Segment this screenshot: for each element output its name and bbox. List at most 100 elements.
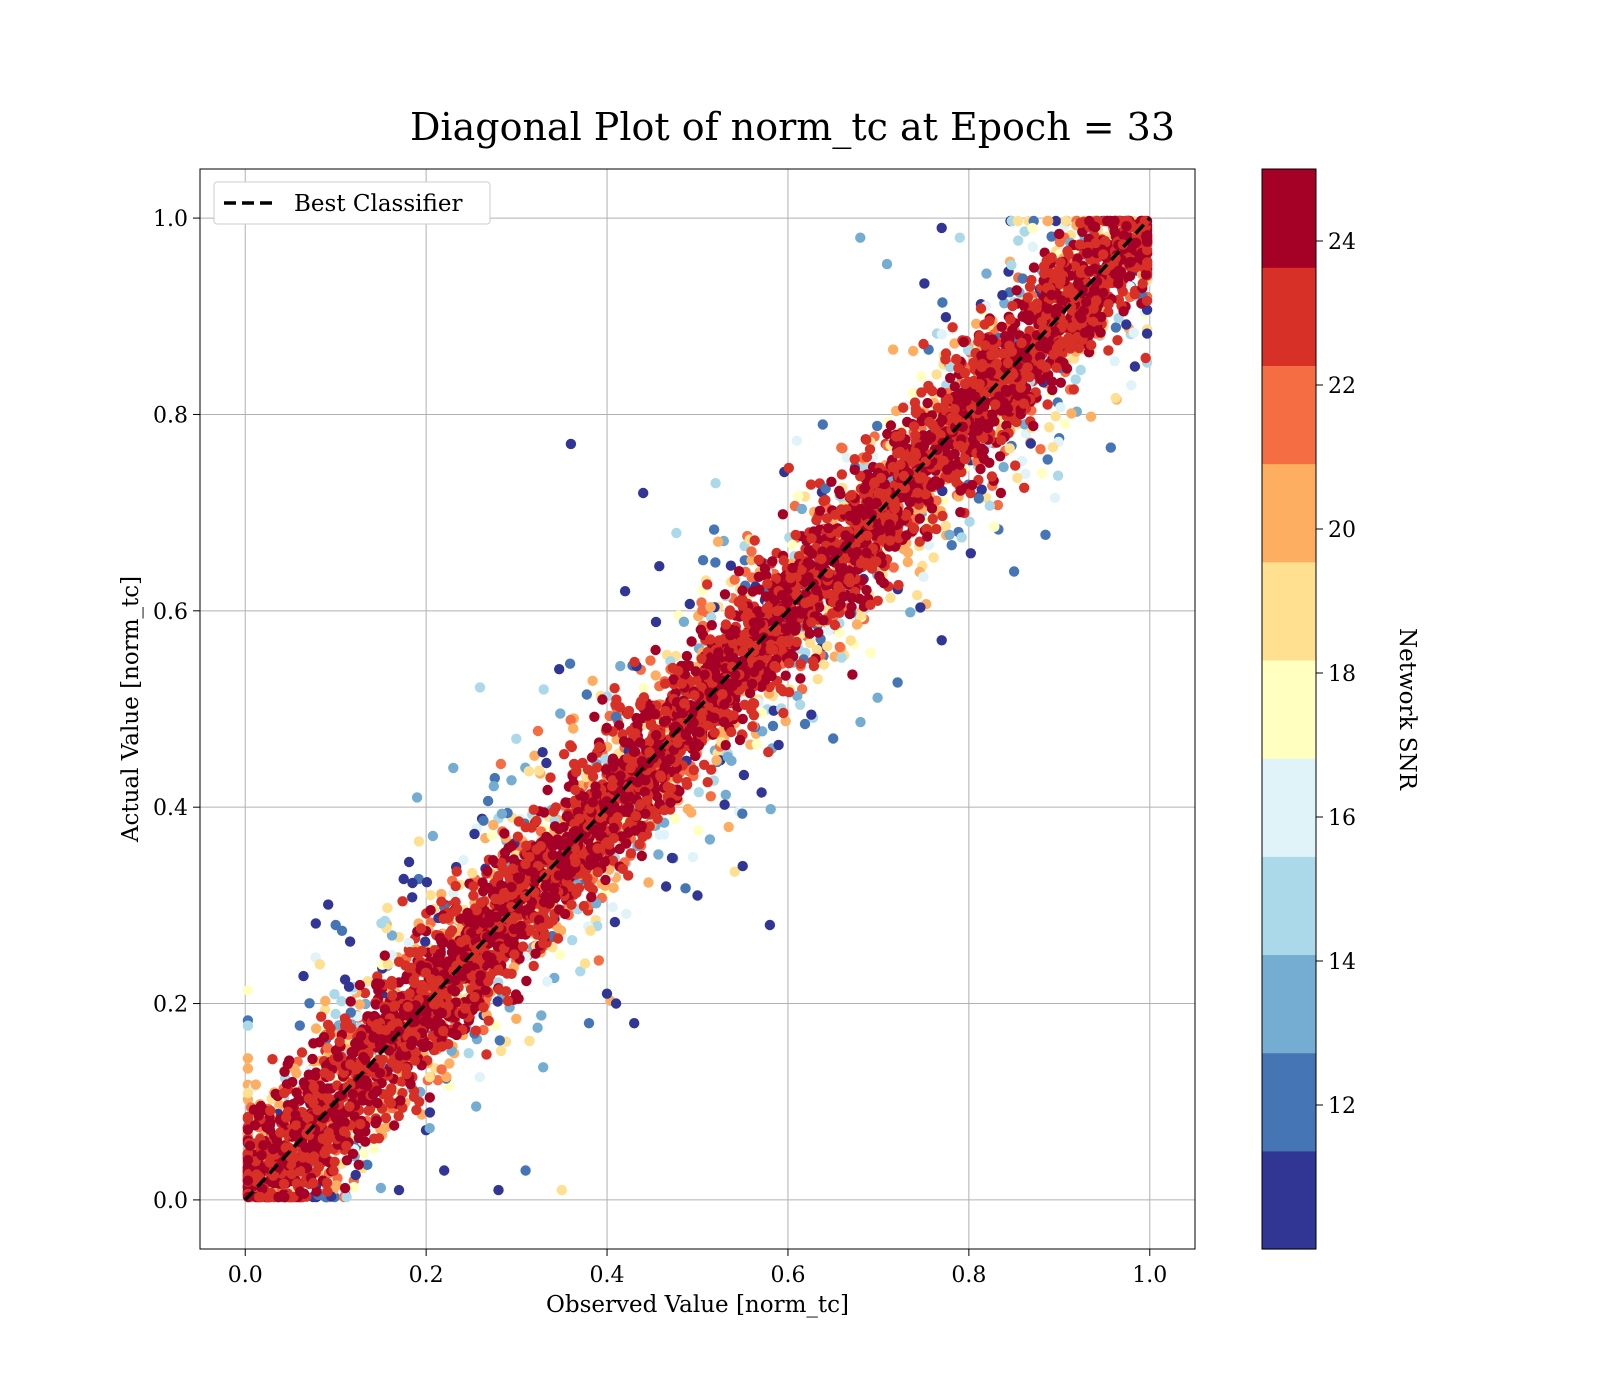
scatter-point [1117, 286, 1128, 297]
scatter-point [583, 880, 595, 892]
scatter-point [945, 372, 956, 384]
scatter-point [488, 781, 499, 792]
scatter-point [599, 856, 610, 867]
scatter-point [712, 536, 724, 547]
scatter-point [921, 523, 932, 535]
scatter-point [375, 1182, 387, 1194]
scatter-point [834, 641, 845, 653]
scatter-point [379, 950, 390, 961]
scatter-point [918, 571, 929, 582]
scatter-point [420, 936, 431, 947]
scatter-point [600, 764, 612, 775]
scatter-point [722, 751, 733, 763]
scatter-point [524, 925, 535, 937]
scatter-point [250, 1079, 261, 1090]
scatter-point [833, 581, 844, 592]
scatter-point [1019, 226, 1030, 237]
scatter-point [640, 808, 651, 819]
scatter-point [855, 716, 866, 728]
scatter-point [937, 510, 948, 522]
scatter-point [310, 1023, 322, 1034]
scatter-point [989, 521, 1000, 532]
scatter-point [678, 616, 690, 627]
scatter-point [474, 682, 486, 693]
scatter-point [702, 579, 713, 590]
scatter-point [341, 1140, 352, 1152]
scatter-point [1050, 215, 1062, 227]
scatter-point [446, 925, 458, 936]
scatter-point [813, 627, 824, 638]
scatter-point [687, 851, 699, 863]
scatter-point [951, 477, 962, 488]
scatter-point [1017, 273, 1028, 284]
scatter-point [756, 787, 767, 798]
scatter-point [407, 877, 418, 889]
scatter-point [1129, 361, 1141, 372]
scatter-point [468, 890, 479, 901]
scatter-point [956, 532, 967, 543]
scatter-point [393, 956, 405, 967]
scatter-point [322, 1019, 334, 1030]
scatter-point [1044, 422, 1055, 433]
scatter-point [709, 727, 720, 738]
scatter-point [907, 388, 919, 399]
scatter-point [1011, 416, 1022, 428]
scatter-point [329, 1156, 340, 1168]
scatter-point [528, 804, 539, 815]
scatter-point [495, 1045, 507, 1057]
scatter-point [767, 556, 778, 567]
scatter-point [658, 829, 670, 840]
scatter-point [1103, 345, 1114, 356]
scatter-point [592, 851, 603, 862]
scatter-point [482, 865, 493, 877]
scatter-point [376, 918, 387, 929]
scatter-point [795, 699, 806, 710]
scatter-point [486, 830, 497, 841]
scatter-point [575, 966, 586, 977]
scatter-point [829, 619, 841, 631]
scatter-point [470, 1025, 482, 1036]
scatter-point [682, 803, 693, 815]
scatter-point [362, 1159, 373, 1171]
scatter-point [997, 290, 1008, 301]
scatter-point [463, 1048, 474, 1059]
scatter-point [996, 321, 1007, 332]
scatter-point [893, 579, 904, 591]
scatter-point [363, 1105, 374, 1116]
scatter-point [804, 638, 816, 649]
scatter-point [358, 1148, 369, 1159]
scatter-point [756, 707, 768, 719]
scatter-point [936, 329, 947, 340]
scatter-point [350, 1169, 361, 1181]
scatter-point [914, 513, 925, 524]
scatter-point [706, 612, 717, 623]
scatter-point [242, 1020, 254, 1031]
scatter-point [705, 602, 716, 613]
scatter-point [805, 479, 817, 490]
scatter-point [915, 602, 926, 613]
scatter-point [427, 830, 439, 842]
scatter-point [441, 1071, 452, 1083]
scatter-point [720, 789, 731, 800]
scatter-point [370, 999, 382, 1010]
scatter-point [780, 670, 791, 681]
scatter-point [817, 419, 828, 430]
scatter-point [928, 552, 939, 563]
scatter-point [872, 692, 883, 703]
scatter-point [780, 716, 791, 727]
scatter-point [905, 607, 916, 618]
scatter-point [696, 682, 707, 693]
scatter-point [1072, 253, 1083, 264]
scatter-point [579, 958, 591, 969]
scatter-point [242, 1111, 254, 1123]
scatter-point [545, 772, 556, 783]
scatter-point [242, 1087, 254, 1099]
scatter-point [1047, 384, 1058, 396]
scatter-point [398, 873, 409, 885]
scatter-point [1007, 300, 1018, 312]
scatter-point [1118, 306, 1129, 317]
scatter-point [421, 877, 433, 888]
scatter-point [927, 513, 938, 525]
scatter-point [610, 711, 622, 723]
scatter-point [629, 656, 640, 668]
